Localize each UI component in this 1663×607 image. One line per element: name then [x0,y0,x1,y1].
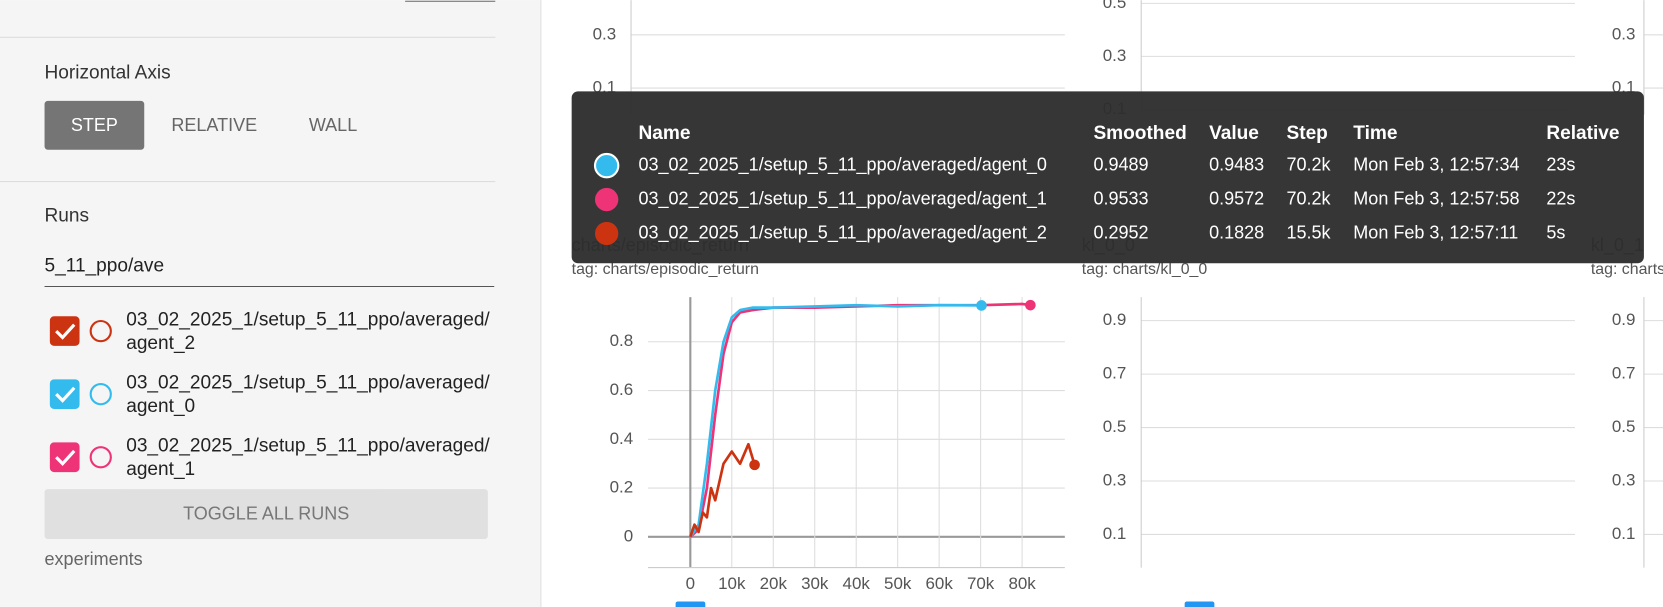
y-tick-label: 0.2 [610,478,634,497]
tooltip-cell: 03_02_2025_1/setup_5_11_ppo/averaged/age… [638,222,1046,243]
tooltip-cell: 0.9489 [1093,154,1148,174]
chart-tag: tag: charts/kl_0_1 [1591,261,1663,278]
checkbox[interactable] [49,316,80,346]
toggle-all-button[interactable]: TOGGLE ALL RUNS [183,503,349,523]
chart-tag: tag: charts/kl_0_0 [1082,261,1208,278]
y-tick-label: 0.1 [1612,524,1636,543]
run-color[interactable] [89,383,112,406]
y-tick-label: 0.4 [610,429,634,448]
tooltip-cell: 22s [1546,188,1575,208]
section-label: experiments [45,549,143,569]
tooltip-cell: 5s [1546,222,1565,242]
x-tick-label: 0 [686,574,695,593]
run-swatch [594,187,619,212]
y-tick-label: 0.5 [1103,417,1127,436]
y-tick-label: 0.3 [1612,24,1636,43]
y-tick-label: 0.6 [610,380,634,399]
tooltip-cell: Mon Feb 3, 12:57:58 [1353,188,1519,208]
y-tick-label: 0.9 [1103,310,1127,329]
tooltip-header: Step [1286,123,1327,144]
x-tick-label: 10k [718,574,746,593]
tooltip-header: Name [638,123,690,144]
series-end-point [1025,299,1036,311]
checkmark [55,386,76,403]
tooltip-cell: Mon Feb 3, 12:57:34 [1353,154,1519,174]
checkmark [55,323,76,340]
filter-input[interactable]: 5_11_ppo/ave [45,255,165,276]
series-line [689,442,756,538]
series-line [689,302,1031,538]
tooltip-cell: 0.2952 [1093,222,1148,242]
y-tick-label: 0.9 [1612,310,1636,329]
run-color[interactable] [89,446,112,469]
run-name: 03_02_2025_1/setup_5_11_ppo/averaged/age… [126,373,490,417]
axis-option[interactable]: WALL [309,115,357,135]
tooltip-header: Time [1353,123,1397,144]
tooltip-cell: 70.2k [1286,188,1331,208]
series-end-point [749,459,760,471]
y-tick-label: 0.3 [1103,46,1127,65]
tooltip-cell: 0.1828 [1209,222,1264,242]
tooltip-header: Value [1209,123,1259,144]
section-label: Horizontal Axis [45,62,171,83]
y-tick-label: 0.3 [1612,470,1636,489]
x-tick-label: 50k [884,574,912,593]
x-tick-label: 60k [925,574,953,593]
run-name: 03_02_2025_1/setup_5_11_ppo/averaged/age… [126,310,490,354]
y-tick-label: 0.7 [1103,364,1127,383]
y-tick-label: 0.5 [1612,417,1636,436]
x-tick-label: 70k [967,574,995,593]
y-tick-label: 0.3 [1103,470,1127,489]
series-end-point [976,300,987,311]
checkbox[interactable] [49,379,80,410]
tooltip-header: Smoothed [1093,123,1186,144]
icon[interactable] [675,601,706,607]
x-tick-label: 20k [760,574,788,593]
chart-tag: tag: charts/episodic_return [572,261,759,278]
tooltip-cell: 0.9533 [1093,188,1148,208]
section-label: Runs [45,206,90,227]
checkbox[interactable] [49,442,80,473]
tooltip-cell: 70.2k [1286,154,1331,174]
y-tick-label: 0.3 [593,24,617,43]
run-swatch [594,221,619,246]
x-tick-label: 40k [843,574,871,593]
run-swatch [593,152,620,179]
x-tick-label: 80k [1008,574,1036,593]
tooltip-bg [571,91,1644,264]
run-name: 03_02_2025_1/setup_5_11_ppo/averaged/age… [126,436,490,480]
button-bg[interactable] [44,489,488,539]
tooltip-cell: 0.9572 [1209,188,1264,208]
series-line [689,303,982,538]
x-tick-label: 30k [801,574,829,593]
toggle-button-bg[interactable] [44,100,145,150]
tooltip-cell: 03_02_2025_1/setup_5_11_ppo/averaged/age… [638,188,1046,209]
tooltip-cell: 15.5k [1286,222,1331,242]
icon[interactable] [1184,601,1215,607]
run-color[interactable] [89,319,112,343]
y-tick-label: 0 [624,526,633,545]
y-tick-label: 0.8 [610,331,634,350]
tooltip-cell: 0.9483 [1209,154,1264,174]
tooltip-cell: Mon Feb 3, 12:57:11 [1353,222,1518,242]
y-tick-label: 0.5 [1103,0,1127,12]
y-tick-label: 0.7 [1612,364,1636,383]
axis-option[interactable]: STEP [71,115,118,135]
tooltip-header: Relative [1546,123,1619,144]
tooltip-cell: 03_02_2025_1/setup_5_11_ppo/averaged/age… [638,154,1046,175]
tooltip-cell: 23s [1546,154,1575,174]
axis-option[interactable]: RELATIVE [171,115,257,135]
checkmark [55,449,76,466]
y-tick-label: 0.1 [1103,524,1127,543]
